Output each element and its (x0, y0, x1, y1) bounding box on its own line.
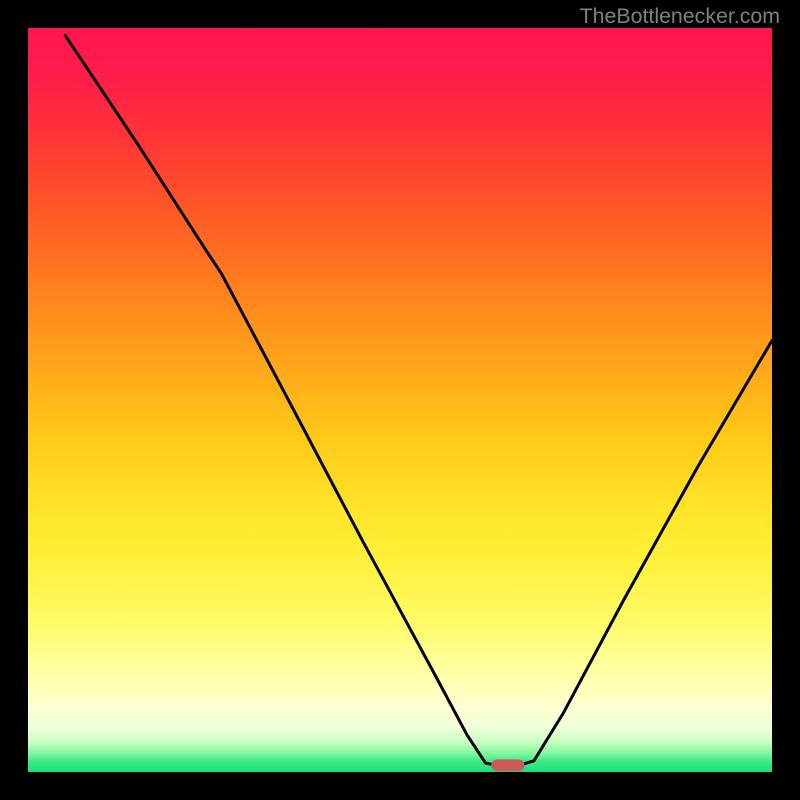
chart-container: TheBottlenecker.com (0, 0, 800, 800)
gradient-background (28, 28, 772, 772)
watermark-text: TheBottlenecker.com (580, 4, 780, 29)
plot-area (28, 28, 772, 772)
optimum-marker (491, 759, 524, 771)
plot-svg (28, 28, 772, 772)
